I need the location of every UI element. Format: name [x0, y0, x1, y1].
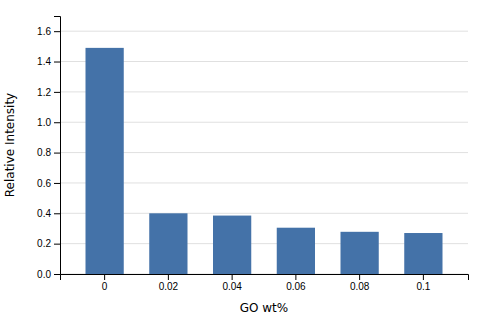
x-axis-line: [61, 275, 469, 281]
y-tick: 1.6: [37, 26, 60, 37]
y-tick-label: 0.4: [37, 208, 51, 219]
y-tick-label: 1.2: [37, 87, 51, 98]
x-tick-mark: [423, 274, 424, 280]
x-tick-mark: [104, 274, 105, 280]
x-tick-mark: [168, 274, 169, 280]
y-tick-mark: [54, 153, 60, 154]
chart: 0.0 0.2 0.4 0.6 0.8 1.0 1.2 1.4 1.6 0 0.02 0.04 0.06…: [0, 0, 484, 320]
bar: [277, 228, 315, 274]
x-tick: 0.04: [222, 274, 242, 292]
y-axis-line: [54, 17, 61, 275]
y-tick: 0.6: [37, 178, 60, 189]
y-tick-mark: [54, 92, 60, 93]
bar: [404, 233, 442, 274]
y-tick-label: 0.2: [37, 238, 51, 249]
y-tick-label: 0.0: [37, 269, 51, 280]
plot: 0.0 0.2 0.4 0.6 0.8 1.0 1.2 1.4 1.6 0 0.02 0.04 0.06…: [37, 17, 468, 293]
y-tick-label: 1.6: [37, 26, 51, 37]
grid-line: [60, 31, 468, 32]
x-axis-title: GO wt%: [240, 301, 288, 315]
y-tick-mark: [54, 274, 60, 275]
x-tick-label: 0.02: [159, 281, 179, 292]
x-tick: 0.1: [416, 274, 430, 292]
y-tick-mark: [54, 244, 60, 245]
bar: [213, 216, 251, 274]
bars: [86, 48, 443, 274]
y-tick: 0.2: [37, 238, 60, 249]
x-tick-label: 0.06: [286, 281, 306, 292]
y-tick: 0.8: [37, 147, 60, 158]
y-axis-title: Relative Intensity: [3, 93, 17, 197]
y-tick-label: 1.0: [37, 117, 51, 128]
x-tick: 0.02: [159, 274, 179, 292]
x-tick: 0: [102, 274, 108, 292]
y-tick-mark: [54, 213, 60, 214]
x-tick-mark: [295, 274, 296, 280]
x-tick-mark: [232, 274, 233, 280]
x-axis: 0 0.02 0.04 0.06 0.08 0.1: [61, 274, 469, 292]
y-tick-mark: [54, 183, 60, 184]
y-tick: 1.0: [37, 117, 60, 128]
y-axis: 0.0 0.2 0.4 0.6 0.8 1.0 1.2 1.4 1.6: [37, 17, 60, 280]
x-tick-label: 0.04: [222, 281, 242, 292]
x-tick-label: 0: [102, 281, 108, 292]
y-tick-label: 1.4: [37, 56, 51, 67]
x-tick-label: 0.1: [416, 281, 430, 292]
y-tick-label: 0.8: [37, 147, 51, 158]
y-tick-label: 0.6: [37, 178, 51, 189]
grid: [60, 31, 468, 274]
y-tick: 1.2: [37, 87, 60, 98]
y-tick-mark: [54, 122, 60, 123]
x-tick-mark: [359, 274, 360, 280]
bar: [149, 213, 187, 274]
x-tick: 0.06: [286, 274, 306, 292]
y-tick: 0.4: [37, 208, 60, 219]
bar: [86, 48, 124, 274]
y-tick-mark: [54, 31, 60, 32]
y-tick-mark: [54, 62, 60, 63]
y-tick: 1.4: [37, 56, 60, 67]
x-tick: 0.08: [350, 274, 370, 292]
y-tick: 0.0: [37, 269, 60, 280]
bar: [341, 232, 379, 274]
x-tick-label: 0.08: [350, 281, 370, 292]
